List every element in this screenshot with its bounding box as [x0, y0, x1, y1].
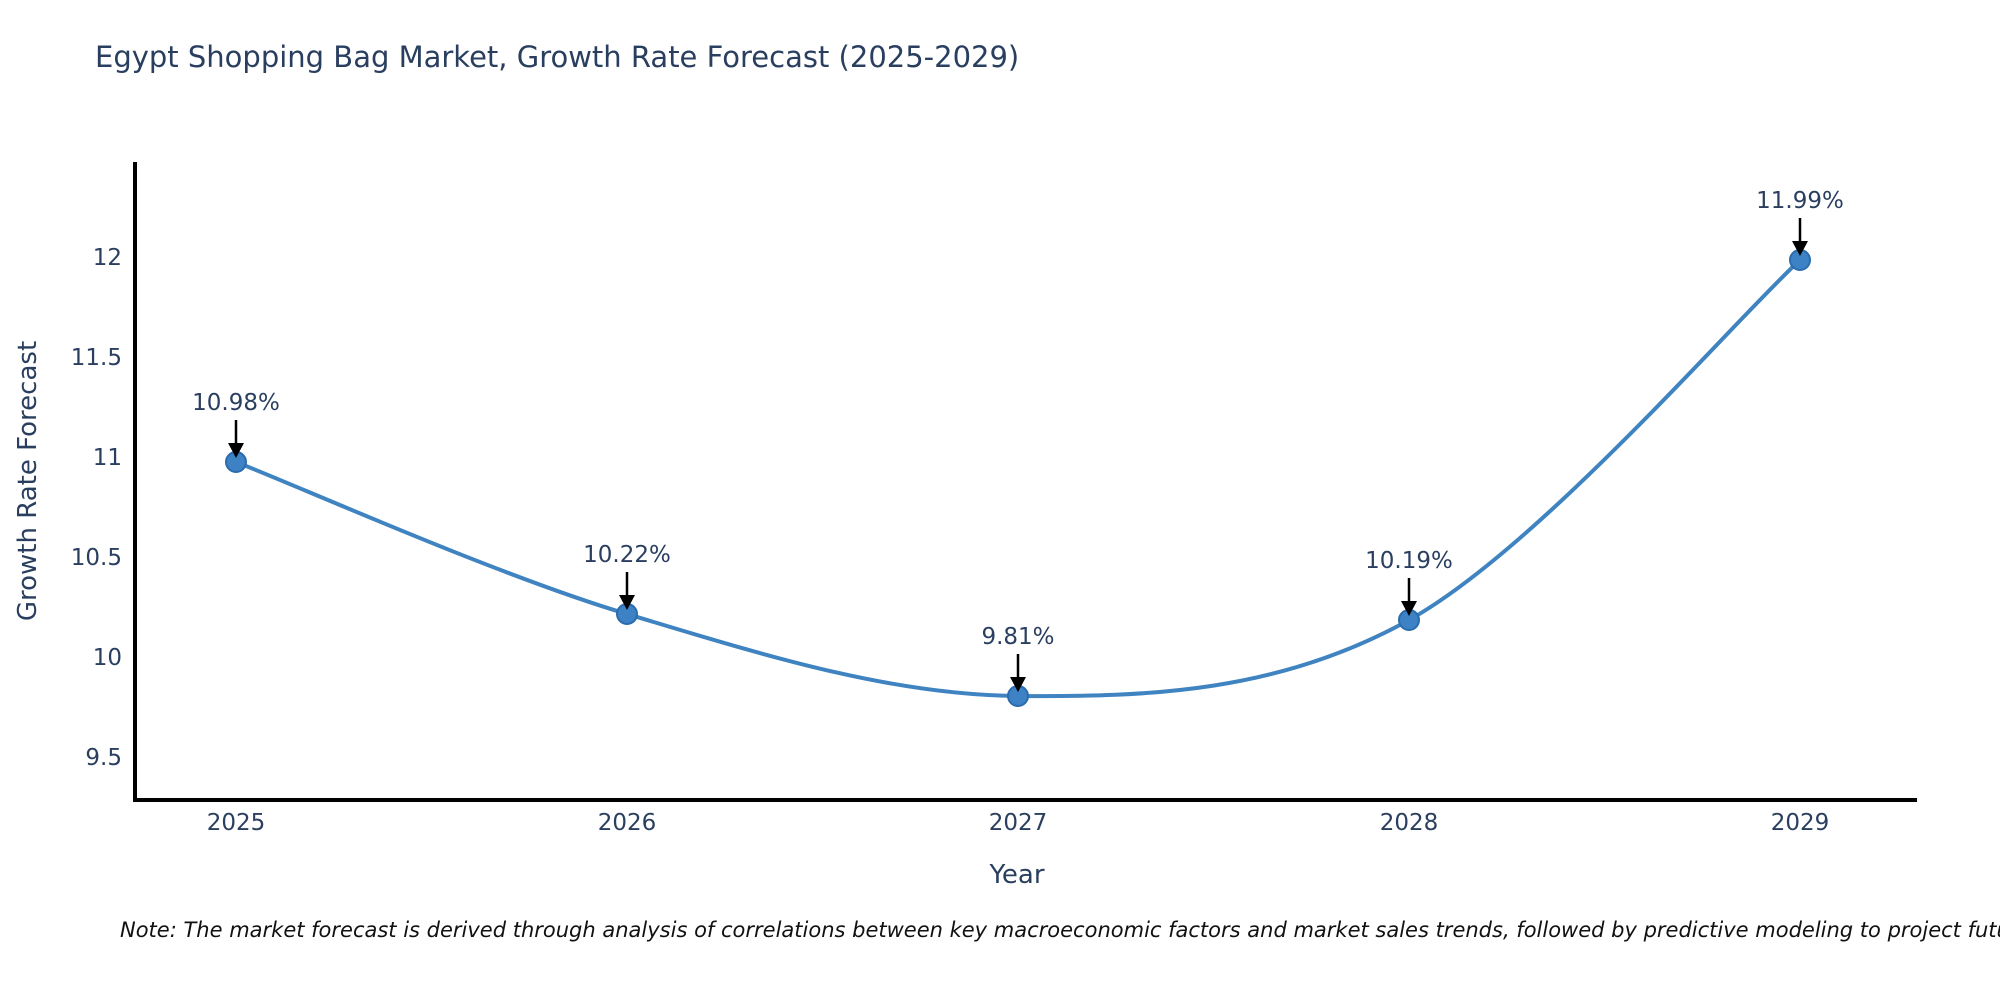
y-tick-label: 11: [92, 445, 122, 471]
annotation-arrow-head: [228, 443, 244, 458]
chart-title: Egypt Shopping Bag Market, Growth Rate F…: [95, 40, 1020, 74]
y-tick-label: 10: [92, 645, 122, 671]
y-tick-label: 9.5: [85, 745, 122, 771]
y-tick-label: 11.5: [70, 345, 122, 371]
x-tick-label: 2029: [1770, 810, 1830, 836]
annotation-arrow-head: [1010, 677, 1026, 692]
annotation-arrow-head: [1792, 241, 1808, 256]
y-tick-label: 10.5: [70, 545, 122, 571]
y-axis-title: Growth Rate Forecast: [13, 340, 43, 622]
point-annotation: 11.99%: [1756, 188, 1844, 214]
x-tick-label: 2025: [206, 810, 266, 836]
x-tick-label: 2026: [597, 810, 657, 836]
footnote: Note: The market forecast is derived thr…: [120, 918, 2000, 942]
annotation-arrow-head: [1401, 601, 1417, 616]
annotation-arrow-head: [619, 595, 635, 610]
x-axis-title: Year: [989, 860, 1045, 890]
point-annotation: 9.81%: [981, 624, 1055, 650]
point-annotation: 10.98%: [192, 390, 280, 416]
y-tick-label: 12: [92, 245, 122, 271]
x-tick-label: 2028: [1379, 810, 1439, 836]
point-annotation: 10.19%: [1365, 548, 1453, 574]
x-tick-label: 2027: [988, 810, 1048, 836]
point-annotation: 10.22%: [583, 542, 671, 568]
